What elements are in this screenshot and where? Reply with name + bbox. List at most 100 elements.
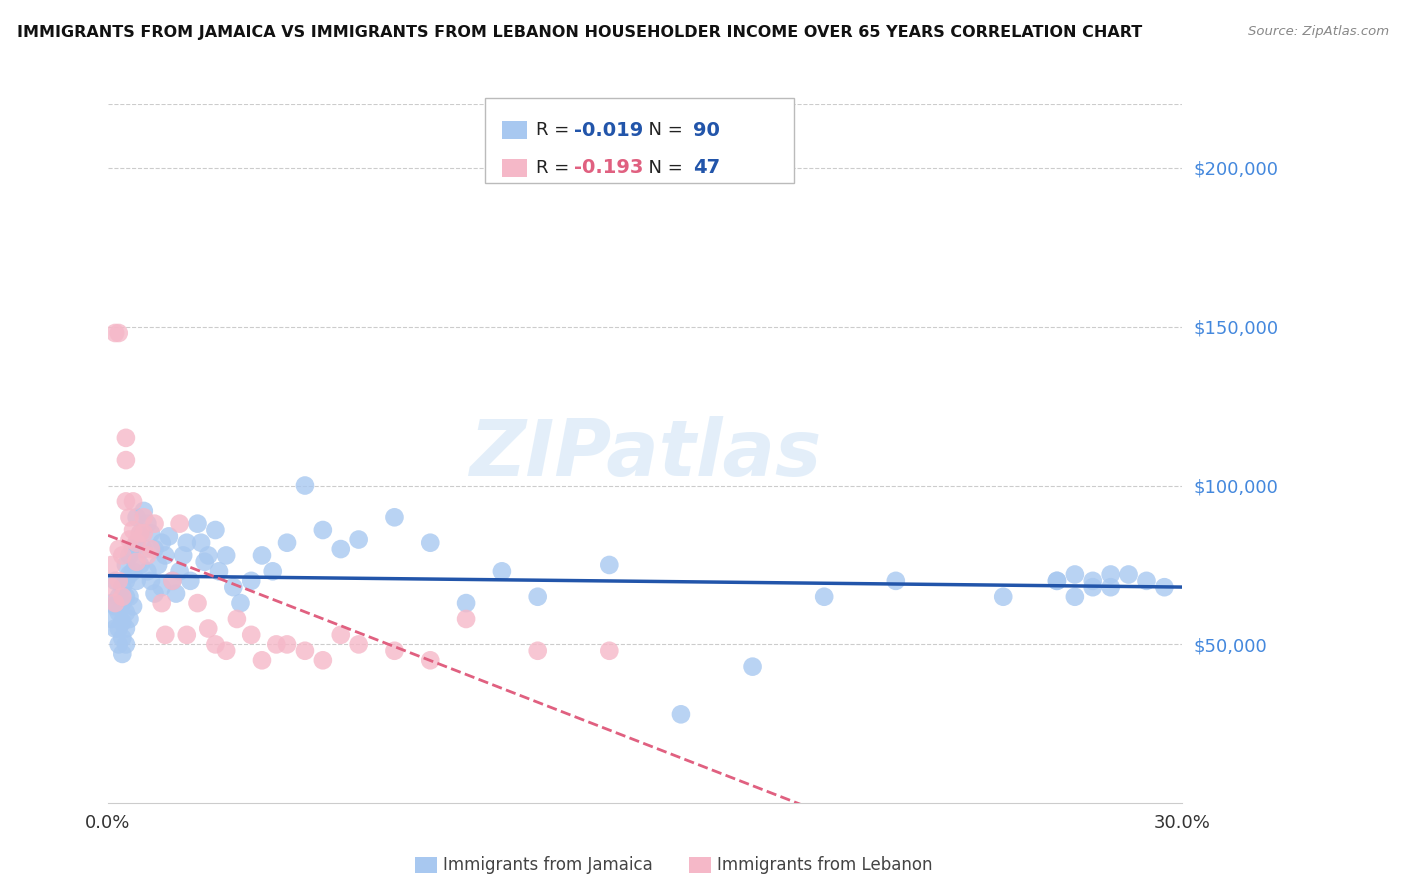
- Point: [741, 659, 763, 673]
- Point: [139, 574, 162, 588]
- Point: [143, 586, 166, 600]
- Point: [491, 564, 513, 578]
- Point: [197, 549, 219, 563]
- Point: [111, 590, 134, 604]
- Point: [598, 558, 620, 572]
- Point: [384, 510, 406, 524]
- Point: [150, 596, 173, 610]
- Point: [115, 558, 138, 572]
- Point: [104, 622, 127, 636]
- Point: [122, 564, 145, 578]
- Point: [240, 628, 263, 642]
- Point: [186, 516, 208, 531]
- Point: [100, 580, 122, 594]
- Point: [118, 549, 141, 563]
- Point: [669, 707, 692, 722]
- Point: [115, 622, 138, 636]
- Text: Source: ZipAtlas.com: Source: ZipAtlas.com: [1249, 25, 1389, 38]
- Text: N =: N =: [637, 121, 689, 139]
- Point: [598, 644, 620, 658]
- Point: [162, 574, 184, 588]
- Text: 47: 47: [693, 158, 720, 178]
- Point: [1099, 580, 1122, 594]
- Point: [115, 494, 138, 508]
- Point: [176, 535, 198, 549]
- Point: [169, 516, 191, 531]
- Point: [419, 535, 441, 549]
- Point: [250, 653, 273, 667]
- Point: [122, 523, 145, 537]
- Point: [143, 516, 166, 531]
- Point: [225, 612, 247, 626]
- Point: [111, 615, 134, 629]
- Point: [1046, 574, 1069, 588]
- Point: [104, 599, 127, 614]
- Point: [250, 549, 273, 563]
- Point: [115, 453, 138, 467]
- Point: [107, 326, 129, 340]
- Point: [132, 504, 155, 518]
- Point: [194, 555, 217, 569]
- Point: [172, 549, 194, 563]
- Text: -0.019: -0.019: [574, 120, 643, 140]
- Point: [454, 596, 477, 610]
- Text: Immigrants from Jamaica: Immigrants from Jamaica: [443, 856, 652, 874]
- Point: [150, 535, 173, 549]
- Point: [111, 631, 134, 645]
- Point: [107, 606, 129, 620]
- Point: [294, 644, 316, 658]
- Point: [111, 596, 134, 610]
- Point: [146, 558, 169, 572]
- Point: [276, 535, 298, 549]
- Point: [125, 535, 148, 549]
- Point: [118, 567, 141, 582]
- Point: [347, 637, 370, 651]
- Point: [118, 612, 141, 626]
- Point: [347, 533, 370, 547]
- Point: [176, 628, 198, 642]
- Point: [169, 564, 191, 578]
- Point: [155, 549, 177, 563]
- Point: [125, 510, 148, 524]
- Point: [197, 622, 219, 636]
- Point: [1118, 567, 1140, 582]
- Point: [107, 574, 129, 588]
- Point: [312, 653, 335, 667]
- Point: [100, 596, 122, 610]
- Text: Immigrants from Lebanon: Immigrants from Lebanon: [717, 856, 932, 874]
- Point: [240, 574, 263, 588]
- Point: [104, 574, 127, 588]
- Point: [1099, 567, 1122, 582]
- Point: [104, 596, 127, 610]
- Point: [122, 599, 145, 614]
- Point: [132, 542, 155, 557]
- Point: [125, 574, 148, 588]
- Point: [118, 533, 141, 547]
- Point: [384, 644, 406, 658]
- Text: IMMIGRANTS FROM JAMAICA VS IMMIGRANTS FROM LEBANON HOUSEHOLDER INCOME OVER 65 YE: IMMIGRANTS FROM JAMAICA VS IMMIGRANTS FR…: [17, 25, 1142, 40]
- Point: [115, 590, 138, 604]
- Point: [1081, 574, 1104, 588]
- Point: [125, 535, 148, 549]
- Point: [1063, 567, 1085, 582]
- Point: [229, 596, 252, 610]
- Point: [993, 590, 1015, 604]
- Point: [1081, 580, 1104, 594]
- Point: [136, 549, 159, 563]
- Point: [115, 574, 138, 588]
- Point: [111, 549, 134, 563]
- Point: [329, 542, 352, 557]
- Point: [1063, 590, 1085, 604]
- Point: [115, 431, 138, 445]
- Point: [129, 526, 152, 541]
- Point: [179, 574, 201, 588]
- Point: [136, 564, 159, 578]
- Point: [204, 523, 226, 537]
- Point: [122, 542, 145, 557]
- Text: 90: 90: [693, 120, 720, 140]
- Point: [111, 580, 134, 594]
- Point: [139, 526, 162, 541]
- Point: [190, 535, 212, 549]
- Text: R =: R =: [536, 159, 575, 177]
- Point: [107, 542, 129, 557]
